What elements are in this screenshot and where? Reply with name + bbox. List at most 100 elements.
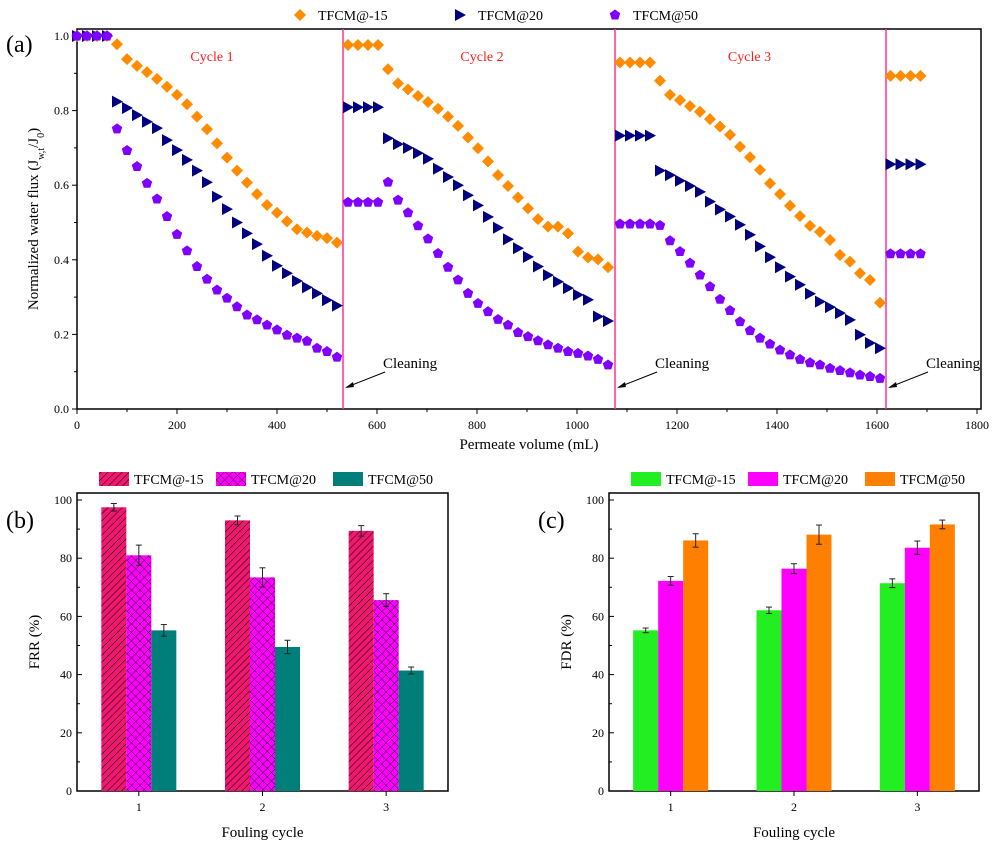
data-point [432,102,444,115]
data-point [894,69,907,82]
data-point [482,155,494,168]
y-tick-label: 0.2 [54,327,69,341]
data-point [543,269,554,282]
data-point [232,216,243,229]
legend-swatch [631,472,661,486]
data-point [654,219,666,230]
plot-frame [76,28,982,410]
bar [781,568,807,791]
data-point [182,153,193,166]
data-point [382,63,394,76]
data-point [764,338,776,349]
data-point [905,158,917,171]
data-point [724,128,736,141]
data-point [695,185,706,198]
data-point [532,213,544,226]
bar [658,580,684,791]
data-point [231,164,243,177]
data-point [342,38,354,51]
data-point [101,30,113,41]
data-point [542,220,554,233]
data-point [745,228,756,241]
data-point [735,218,746,231]
data-point [655,164,666,177]
data-point [301,335,313,346]
data-point [754,332,766,343]
data-point [211,137,223,150]
bar [398,670,424,791]
data-point [151,193,163,204]
data-point [81,30,93,41]
x-tick-label: 600 [368,418,386,432]
data-point [805,287,816,300]
data-point [874,372,886,383]
data-point [412,220,424,231]
data-point [572,245,584,258]
y-tick-label: 80 [60,551,72,565]
bar [275,646,300,791]
data-point [181,98,193,111]
data-point [755,240,766,253]
data-point [804,357,816,368]
data-point [885,158,897,171]
data-point [472,297,484,308]
data-point [775,261,786,274]
bar [756,610,782,791]
cycle-label: Cycle 2 [460,50,503,65]
data-point [734,140,746,153]
data-point [191,110,203,123]
data-point [291,223,303,236]
data-point [321,346,333,357]
panel-a-flux-chart: 0 200 400 600 800 1000 1200 1400 1600 1800 0.0 0.2 0… [6,9,989,453]
data-point [342,196,354,207]
data-point [855,328,866,341]
data-point [221,151,233,164]
data-point [864,371,876,381]
data-point [593,310,604,323]
data-point [362,38,374,51]
data-point [132,109,143,122]
data-point [573,288,584,301]
data-point [292,275,303,288]
data-point [373,101,384,114]
data-point [794,210,806,223]
data-point [915,248,926,259]
y-tick-label: 20 [60,726,72,740]
data-point [161,211,173,221]
legend-label: TFCM@-15 [134,473,204,488]
x-tick-label: 3 [914,800,920,814]
data-point [272,259,283,272]
data-point [714,120,726,133]
data-point [331,351,343,362]
data-point [513,242,524,255]
cleaning-annotation: Cleaning [655,356,710,372]
cleaning-arrowhead [345,382,354,388]
data-point [774,344,786,355]
data-point [432,247,444,258]
data-point [212,190,223,203]
data-point [562,227,574,240]
bar [683,540,709,791]
data-point [624,218,636,229]
data-point [684,257,696,268]
data-point [402,83,414,96]
data-point [592,353,604,364]
data-point [824,362,836,373]
data-point [211,284,223,295]
x-tick-label: 1000 [565,418,589,432]
cycle-label: Cycle 3 [728,50,771,65]
data-point [142,115,153,128]
data-point [221,292,233,303]
data-point [705,195,716,208]
data-point [784,199,796,212]
data-point [844,367,856,378]
cleaning-annotation: Cleaning [383,356,438,372]
data-point [131,161,143,171]
data-point [171,88,183,101]
data-point [825,301,836,314]
y-tick-label: 20 [592,726,604,740]
data-point [624,56,636,69]
data-point [201,273,213,284]
bar [904,547,930,791]
data-point [372,196,384,207]
